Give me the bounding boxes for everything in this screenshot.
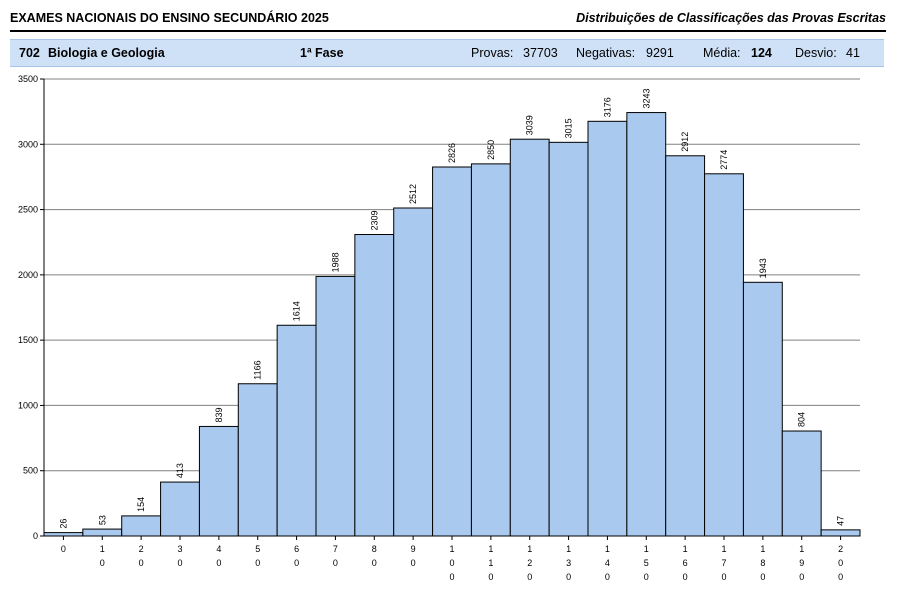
exam-code: 702 bbox=[19, 46, 40, 60]
exam-phase: 1ª Fase bbox=[300, 46, 344, 60]
y-tick-label: 500 bbox=[23, 466, 38, 476]
y-tick-label: 3000 bbox=[18, 139, 38, 149]
bar-value-label: 3015 bbox=[564, 118, 574, 138]
histogram-bar bbox=[237, 383, 278, 537]
y-tick-label: 0 bbox=[33, 531, 38, 541]
histogram-bar bbox=[121, 515, 162, 537]
histogram-bar bbox=[315, 275, 356, 537]
bar-value-label: 804 bbox=[797, 412, 807, 427]
histogram-bar bbox=[198, 425, 239, 537]
histogram-bar bbox=[781, 430, 822, 537]
media-label: Média: bbox=[703, 46, 741, 60]
y-tick-label: 1500 bbox=[18, 335, 38, 345]
bar-value-label: 154 bbox=[136, 497, 146, 512]
histogram-bar bbox=[160, 481, 200, 537]
bar-value-label: 3039 bbox=[525, 115, 535, 135]
histogram-bar bbox=[276, 324, 317, 537]
exam-title: EXAMES NACIONAIS DO ENSINO SECUNDÁRIO 20… bbox=[10, 11, 329, 25]
histogram-bar bbox=[354, 234, 395, 537]
bar-value-label: 2774 bbox=[719, 150, 729, 170]
desvio-label: Desvio: bbox=[795, 46, 837, 60]
histogram-bar bbox=[393, 207, 434, 537]
histogram-bar bbox=[470, 163, 511, 537]
histogram-bar bbox=[509, 138, 550, 537]
provas-value: 37703 bbox=[523, 46, 558, 60]
histogram-bar bbox=[82, 528, 123, 537]
bar-value-label: 1166 bbox=[253, 360, 263, 379]
y-tick-label: 1000 bbox=[18, 400, 38, 410]
histogram-bar bbox=[820, 529, 861, 537]
histogram-bar bbox=[43, 532, 84, 537]
bar-value-label: 1988 bbox=[330, 252, 340, 272]
negativas-value: 9291 bbox=[646, 46, 674, 60]
histogram-bar bbox=[587, 120, 628, 537]
y-tick-label: 2500 bbox=[18, 205, 38, 215]
histogram-bar bbox=[704, 173, 744, 537]
bar-value-label: 1614 bbox=[292, 301, 302, 321]
bar-value-label: 3176 bbox=[602, 97, 612, 117]
bar-value-label: 2512 bbox=[408, 184, 418, 204]
exam-info-bar: 702 Biologia e Geologia 1ª Fase Provas: … bbox=[10, 39, 884, 67]
exam-subject: Biologia e Geologia bbox=[48, 46, 165, 60]
provas-label: Provas: bbox=[471, 46, 514, 60]
bar-value-label: 47 bbox=[836, 516, 846, 526]
histogram-bar bbox=[665, 155, 706, 537]
bar-value-label: 2309 bbox=[369, 210, 379, 230]
bar-value-label: 413 bbox=[175, 463, 185, 478]
histogram-bar bbox=[548, 141, 589, 537]
bar-value-label: 2912 bbox=[680, 132, 690, 152]
report-subtitle: Distribuições de Classificações das Prov… bbox=[576, 11, 886, 25]
histogram-bar bbox=[626, 112, 667, 537]
x-tick-label: 0 bbox=[61, 544, 66, 554]
histogram-bar bbox=[742, 281, 783, 537]
bar-value-label: 2850 bbox=[486, 140, 496, 160]
bar-value-label: 3243 bbox=[641, 89, 651, 109]
bar-value-label: 2826 bbox=[447, 143, 457, 163]
desvio-value: 41 bbox=[846, 46, 860, 60]
media-value: 124 bbox=[751, 46, 772, 60]
bar-value-label: 1943 bbox=[758, 258, 768, 278]
bar-value-label: 53 bbox=[97, 515, 107, 525]
y-tick-label: 2000 bbox=[18, 270, 38, 280]
negativas-label: Negativas: bbox=[576, 46, 636, 60]
bar-value-label: 26 bbox=[58, 519, 68, 529]
page-header: EXAMES NACIONAIS DO ENSINO SECUNDÁRIO 20… bbox=[10, 6, 886, 32]
bar-value-label: 839 bbox=[214, 407, 224, 422]
y-tick-label: 3500 bbox=[18, 74, 38, 84]
histogram-bar bbox=[432, 166, 472, 537]
